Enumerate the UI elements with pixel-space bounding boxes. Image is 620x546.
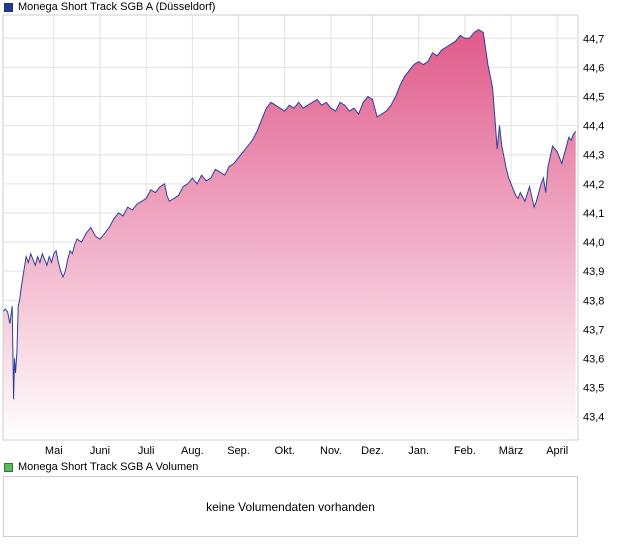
y-tick-label: 44,2 [583,179,604,191]
y-tick-label: 43,6 [583,353,604,365]
y-tick-label: 44,6 [583,62,604,74]
y-tick-label: 44,1 [583,208,604,220]
x-tick-label: Juni [90,445,110,457]
x-tick-label: Feb. [454,445,476,457]
x-tick-label: Jan. [408,445,429,457]
price-legend-label: Monega Short Track SGB A (Düsseldorf) [18,1,216,13]
x-tick-label: Aug. [181,445,204,457]
y-tick-label: 44,3 [583,150,604,162]
price-legend-swatch [4,2,13,12]
y-tick-label: 44,5 [583,92,604,104]
price-line [2,29,577,400]
y-tick-label: 43,7 [583,324,604,336]
x-tick-label: April [546,445,568,457]
x-tick-label: Sep. [227,445,250,457]
y-tick-label: 43,5 [583,383,604,395]
x-tick-label: Okt. [275,445,295,457]
y-tick-label: 44,7 [583,33,604,45]
x-tick-label: Nov. [320,445,342,457]
x-tick-label: Dez. [361,445,384,457]
x-tick-label: Mai [45,445,63,457]
y-tick-label: 43,8 [583,295,604,307]
x-tick-label: Juli [138,445,155,457]
plot-frame [2,14,579,441]
y-tick-label: 44,4 [583,121,604,133]
price-legend: Monega Short Track SGB A (Düsseldorf) [4,0,215,14]
y-tick-label: 44,0 [583,237,604,249]
y-tick-label: 43,4 [583,412,604,424]
volume-legend-swatch [4,462,13,472]
price-area [3,29,576,440]
y-tick-label: 43,9 [583,266,604,278]
volume-empty-message: keine Volumendaten vorhanden [206,500,375,514]
volume-panel: keine Volumendaten vorhanden [3,476,578,537]
volume-legend: Monega Short Track SGB A Volumen [4,460,198,474]
x-tick-label: März [499,445,523,457]
volume-legend-label: Monega Short Track SGB A Volumen [18,461,199,473]
